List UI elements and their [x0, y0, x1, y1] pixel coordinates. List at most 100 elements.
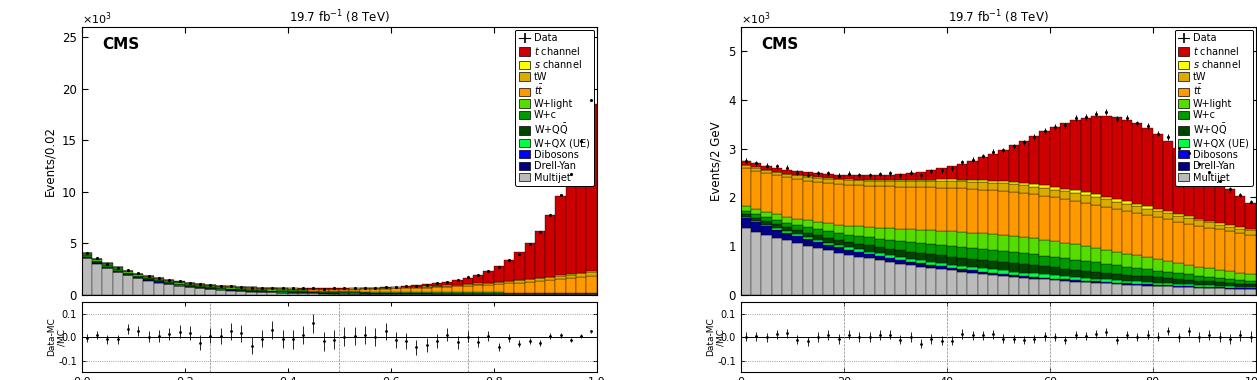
Bar — [113, 272, 123, 295]
Bar — [1019, 237, 1029, 253]
Bar — [875, 256, 885, 257]
Text: CMS: CMS — [762, 37, 798, 52]
Bar — [370, 288, 381, 289]
Bar — [556, 279, 566, 293]
Bar — [936, 179, 947, 181]
Bar — [895, 229, 905, 241]
Bar — [1133, 285, 1143, 295]
Bar — [843, 179, 854, 180]
Text: $\times10^{3}$: $\times10^{3}$ — [740, 11, 771, 27]
Bar — [916, 180, 926, 181]
Bar — [1101, 282, 1111, 283]
Bar — [885, 187, 895, 228]
Bar — [1091, 272, 1101, 279]
Bar — [453, 280, 463, 285]
Bar — [772, 168, 782, 172]
Bar — [782, 217, 792, 223]
Bar — [968, 180, 978, 182]
Bar — [463, 286, 473, 292]
Bar — [216, 288, 226, 289]
Bar — [772, 228, 782, 230]
Bar — [813, 240, 823, 242]
Bar — [947, 166, 957, 179]
Bar — [1111, 199, 1121, 201]
Bar — [762, 217, 772, 221]
Bar — [463, 284, 473, 286]
Bar — [288, 293, 298, 295]
Bar — [143, 276, 153, 277]
Bar — [1040, 185, 1050, 188]
Bar — [752, 163, 762, 167]
Bar — [1121, 267, 1133, 275]
Bar — [473, 285, 484, 292]
Bar — [266, 290, 278, 291]
Bar — [740, 211, 752, 214]
Bar — [1163, 219, 1173, 261]
Bar — [1029, 255, 1040, 265]
Bar — [926, 262, 936, 265]
Bar — [1153, 271, 1163, 277]
Bar — [1184, 284, 1194, 286]
Bar — [782, 227, 792, 231]
Bar — [1029, 274, 1040, 277]
Bar — [957, 164, 968, 180]
Bar — [504, 281, 514, 283]
Bar — [113, 268, 123, 269]
Bar — [504, 293, 514, 294]
Bar — [1163, 287, 1173, 295]
Bar — [1060, 123, 1071, 188]
Bar — [813, 230, 823, 235]
Bar — [298, 292, 308, 293]
Bar — [1236, 280, 1246, 283]
Bar — [1224, 226, 1236, 231]
Bar — [936, 181, 947, 188]
Bar — [1029, 195, 1040, 238]
Bar — [813, 178, 823, 182]
Bar — [854, 250, 865, 252]
Bar — [926, 265, 936, 266]
Bar — [494, 294, 504, 295]
Bar — [484, 294, 494, 295]
Bar — [792, 237, 803, 243]
Bar — [329, 294, 339, 295]
Bar — [123, 274, 133, 275]
Bar — [576, 293, 586, 294]
Bar — [318, 291, 329, 292]
Bar — [1008, 184, 1019, 192]
Bar — [576, 294, 586, 295]
Bar — [1091, 248, 1101, 263]
Bar — [957, 266, 968, 269]
Bar — [576, 277, 586, 293]
Bar — [1019, 264, 1029, 272]
Bar — [1184, 223, 1194, 265]
Bar — [133, 277, 143, 278]
Bar — [1060, 279, 1071, 280]
Bar — [792, 171, 803, 175]
Bar — [1173, 287, 1184, 295]
Bar — [947, 268, 957, 269]
Bar — [175, 282, 185, 283]
Bar — [978, 272, 988, 274]
Bar — [926, 254, 936, 262]
Bar — [1040, 256, 1050, 266]
Bar — [484, 285, 494, 293]
Bar — [988, 180, 998, 183]
Bar — [586, 293, 597, 294]
Bar — [205, 288, 216, 289]
Bar — [1204, 282, 1214, 285]
Bar — [1143, 282, 1153, 284]
Y-axis label: Events/0.02: Events/0.02 — [44, 126, 57, 196]
Bar — [381, 294, 391, 295]
Bar — [1071, 201, 1081, 244]
Bar — [762, 226, 772, 227]
Bar — [246, 290, 256, 291]
Bar — [92, 261, 102, 262]
Bar — [1040, 188, 1050, 196]
Y-axis label: Data-MC
/MC: Data-MC /MC — [47, 318, 67, 356]
Bar — [792, 230, 803, 234]
Bar — [266, 291, 278, 292]
Bar — [308, 289, 318, 291]
Bar — [92, 264, 102, 295]
Bar — [1121, 211, 1133, 253]
Bar — [381, 292, 391, 293]
